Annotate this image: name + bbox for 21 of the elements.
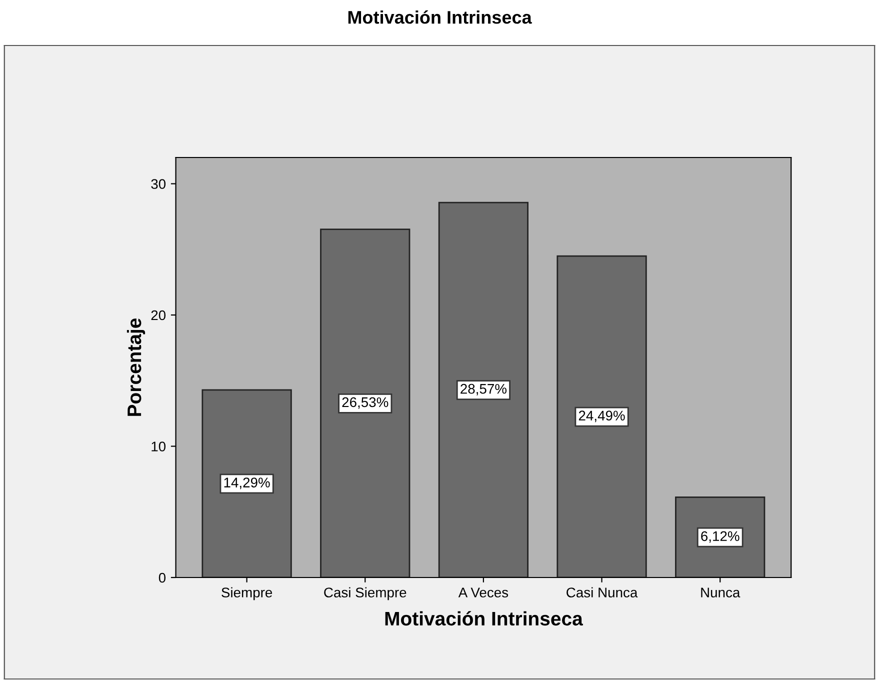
y-tick-label: 0 bbox=[158, 572, 166, 583]
data-label: 24,49% bbox=[578, 410, 625, 422]
y-tick-label: 30 bbox=[151, 179, 166, 189]
bar bbox=[320, 228, 410, 578]
x-tick-label: Casi Siempre bbox=[324, 587, 406, 600]
data-label: 26,53% bbox=[342, 397, 388, 409]
chart-title: Motivación Intrinseca bbox=[348, 10, 532, 24]
x-tick-label: A Veces bbox=[458, 588, 508, 598]
bar bbox=[202, 389, 292, 578]
bar bbox=[438, 202, 529, 578]
y-tick-label: 20 bbox=[151, 310, 166, 320]
data-label: 6,12% bbox=[701, 531, 740, 543]
data-label: 28,57% bbox=[460, 384, 507, 396]
x-tick-label: Nunca bbox=[701, 588, 740, 598]
x-tick-label: Siempre bbox=[222, 587, 272, 600]
data-label: 14,29% bbox=[224, 478, 270, 490]
y-tick-label: 10 bbox=[152, 442, 166, 452]
x-tick-label: Casi Nunca bbox=[566, 587, 638, 598]
y-axis-title: Porcentaje bbox=[126, 318, 146, 416]
bar bbox=[556, 255, 647, 578]
x-axis-title: Motivación Intrinseca bbox=[385, 611, 583, 626]
